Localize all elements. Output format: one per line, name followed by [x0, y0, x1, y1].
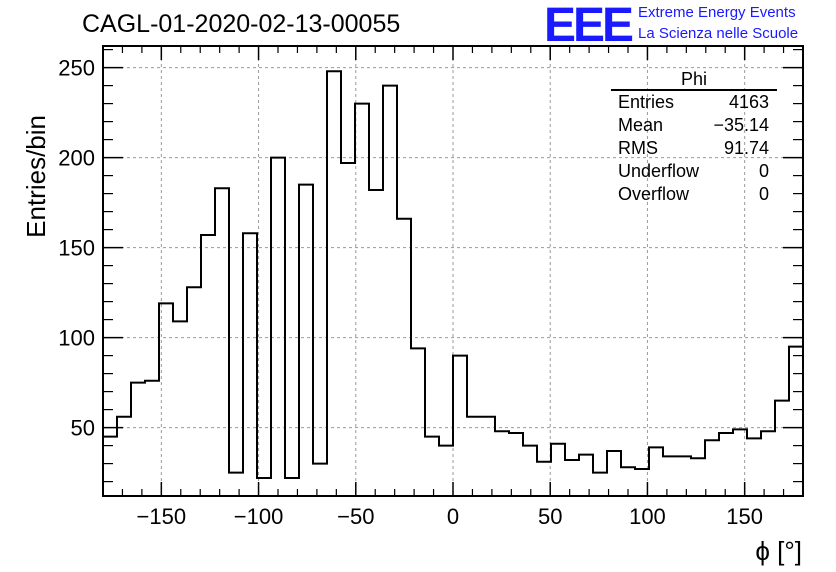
x-tick-label: −150 [137, 504, 187, 529]
stats-box: Phi Entries 4163 Mean −35.14 RMS 91.74 Unde… [611, 69, 777, 206]
eee-logo: EEE [544, 0, 634, 52]
y-tick-labels: 50 100 150 200 250 [58, 56, 95, 441]
y-tick-label: 100 [58, 326, 95, 351]
stats-value: 91.74 [723, 138, 769, 158]
x-tick-labels: −150 −100 −50 0 50 100 150 [137, 504, 763, 529]
stats-row-rms: RMS 91.74 [611, 137, 777, 160]
stats-label: Mean [618, 115, 664, 135]
y-tick-label: 150 [58, 236, 95, 261]
stats-row-underflow: Underflow 0 [611, 160, 777, 183]
stats-value: 0 [758, 184, 769, 204]
x-tick-label: −100 [234, 504, 284, 529]
x-tick-label: 100 [629, 504, 666, 529]
x-tick-label: 50 [538, 504, 562, 529]
stats-row-overflow: Overflow 0 [611, 183, 777, 206]
x-tick-label: 150 [726, 504, 763, 529]
histogram-outline [103, 70, 803, 479]
x-axis-label: ϕ [°] [755, 536, 802, 566]
stats-name: Phi [611, 69, 777, 91]
stats-label: Overflow [618, 184, 690, 204]
logo-line-2: La Scienza nelle Scuole [638, 25, 799, 42]
stats-value: 4163 [728, 92, 769, 112]
stats-label: Underflow [618, 161, 700, 181]
stats-row-entries: Entries 4163 [611, 91, 777, 114]
y-tick-label: 200 [58, 146, 95, 171]
stats-value: −35.14 [713, 115, 769, 135]
chart-title: CAGL-01-2020-02-13-00055 [82, 10, 401, 38]
logo-line-1: Extreme Energy Events [638, 4, 796, 21]
y-tick-label: 250 [58, 56, 95, 81]
stats-row-mean: Mean −35.14 [611, 114, 777, 137]
axis-ticks [102, 46, 804, 496]
stats-label: RMS [618, 138, 658, 158]
stats-label: Entries [618, 92, 675, 112]
x-tick-label: −50 [337, 504, 374, 529]
y-axis-label: Entries/bin [21, 115, 51, 238]
x-tick-label: 0 [447, 504, 459, 529]
stats-value: 0 [758, 161, 769, 181]
y-tick-label: 50 [71, 416, 95, 441]
